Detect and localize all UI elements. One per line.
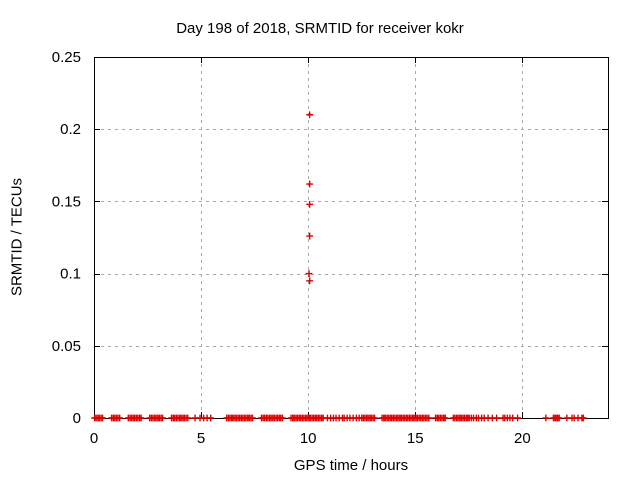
data-point	[493, 414, 501, 422]
x-tick-label: 15	[407, 430, 424, 447]
y-tick-label: 0	[73, 410, 81, 427]
data-point	[425, 414, 433, 422]
plot-border	[94, 57, 609, 419]
data-point	[305, 270, 313, 277]
data-point	[306, 200, 314, 208]
data-point	[441, 414, 449, 422]
data-point	[514, 414, 522, 422]
data-point	[184, 414, 192, 422]
y-tick-label: 0.05	[52, 338, 81, 355]
data-point	[579, 414, 587, 422]
data-point	[137, 414, 145, 422]
y-tick-label: 0.1	[60, 266, 81, 283]
data-point	[306, 180, 314, 188]
x-axis-label: GPS time / hours	[293, 457, 409, 474]
data-point	[371, 414, 378, 422]
x-tick-label: 10	[300, 430, 317, 447]
chart-title: Day 198 of 2018, SRMTID for receiver kok…	[176, 20, 464, 37]
x-tick-label: 0	[90, 430, 98, 447]
data-point	[159, 414, 166, 422]
data-point	[542, 414, 550, 422]
data-point	[555, 414, 563, 422]
data-point	[207, 414, 215, 422]
x-tick-label: 20	[514, 430, 531, 447]
x-tick-label: 5	[197, 430, 205, 447]
data-point	[306, 277, 314, 285]
y-tick-label: 0.2	[60, 121, 81, 138]
data-point	[116, 414, 124, 422]
y-tick-label: 0.15	[52, 193, 81, 210]
data-point	[306, 232, 314, 240]
y-tick-label: 0.25	[52, 49, 81, 66]
data-point	[249, 414, 256, 422]
data-point	[306, 111, 314, 119]
data-point	[279, 414, 286, 422]
data-point	[99, 414, 106, 422]
